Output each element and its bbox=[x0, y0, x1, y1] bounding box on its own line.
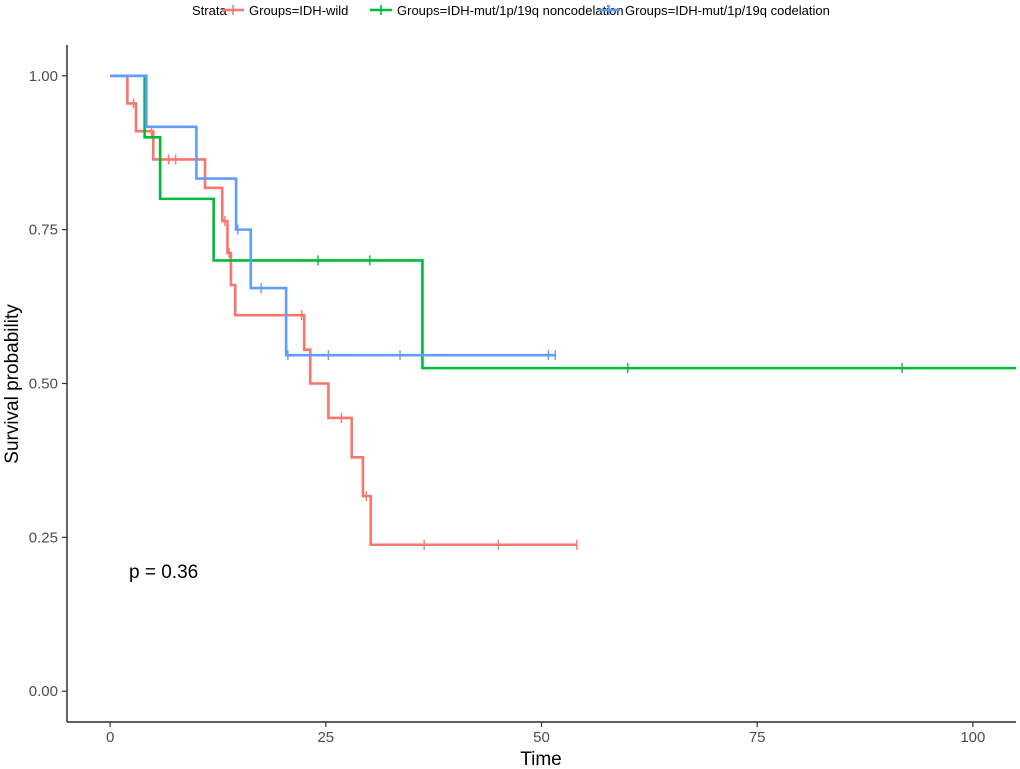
survival-curve bbox=[110, 74, 577, 547]
series-1 bbox=[110, 74, 578, 550]
y-tick-label: 1.00 bbox=[29, 68, 58, 85]
x-axis-title: Time bbox=[520, 749, 562, 769]
p-value-annotation: p = 0.36 bbox=[129, 562, 198, 583]
x-tick-label: 0 bbox=[106, 729, 114, 746]
legend-label: Groups=IDH-mut/1p/19q noncodelation bbox=[397, 3, 624, 18]
x-tick-label: 100 bbox=[960, 729, 985, 746]
series-layer bbox=[110, 74, 1016, 550]
legend-title: Strata bbox=[192, 3, 227, 18]
x-tick-label: 25 bbox=[317, 729, 334, 746]
survival-curve bbox=[110, 74, 556, 357]
y-ticks: 0.00 0.25 0.50 0.75 1.00 bbox=[29, 68, 67, 700]
y-axis-title: Survival probability bbox=[2, 304, 23, 464]
y-tick-label: 0.25 bbox=[29, 529, 58, 546]
survival-curve bbox=[110, 74, 1016, 370]
x-tick-label: 75 bbox=[749, 729, 766, 746]
y-tick-label: 0.00 bbox=[29, 683, 58, 700]
y-tick-label: 0.75 bbox=[29, 222, 58, 239]
series-3 bbox=[110, 74, 557, 361]
x-ticks: 0 25 50 75 100 bbox=[106, 722, 985, 746]
series-2 bbox=[110, 74, 1016, 374]
legend: Strata Groups=IDH-wild Groups=IDH-mut/1p/… bbox=[192, 3, 830, 18]
y-tick-label: 0.50 bbox=[29, 376, 58, 393]
legend-label: Groups=IDH-mut/1p/19q codelation bbox=[625, 3, 830, 18]
x-tick-label: 50 bbox=[533, 729, 550, 746]
legend-label: Groups=IDH-wild bbox=[249, 3, 348, 18]
